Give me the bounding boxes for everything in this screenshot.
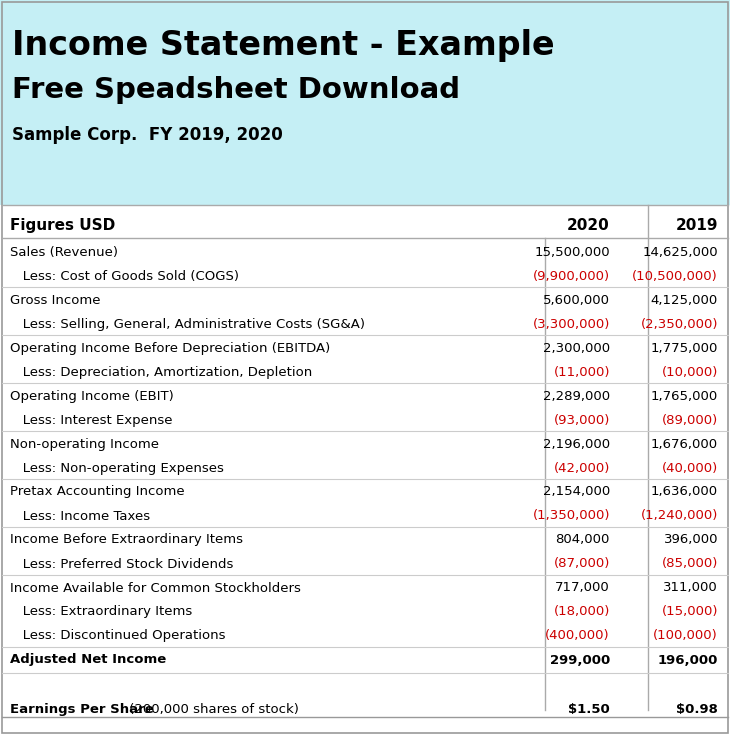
Text: 1,775,000: 1,775,000 <box>650 342 718 354</box>
Text: Less: Depreciation, Amortization, Depletion: Less: Depreciation, Amortization, Deplet… <box>10 365 312 379</box>
Text: Less: Preferred Stock Dividends: Less: Preferred Stock Dividends <box>10 558 234 570</box>
Text: Figures USD: Figures USD <box>10 218 115 232</box>
Text: 311,000: 311,000 <box>664 581 718 595</box>
Bar <box>0 0 730 205</box>
Text: Free Speadsheet Download: Free Speadsheet Download <box>12 76 460 104</box>
Text: Income Before Extraordinary Items: Income Before Extraordinary Items <box>10 534 243 547</box>
Text: (2,350,000): (2,350,000) <box>640 318 718 331</box>
Text: 196,000: 196,000 <box>658 653 718 667</box>
Text: Less: Non-operating Expenses: Less: Non-operating Expenses <box>10 462 224 475</box>
Text: 804,000: 804,000 <box>556 534 610 547</box>
Text: $1.50: $1.50 <box>568 703 610 715</box>
Text: 1,636,000: 1,636,000 <box>651 486 718 498</box>
Text: 2,154,000: 2,154,000 <box>542 486 610 498</box>
Text: (200,000 shares of stock): (200,000 shares of stock) <box>125 703 299 715</box>
Text: 2,300,000: 2,300,000 <box>543 342 610 354</box>
Text: 2019: 2019 <box>675 218 718 232</box>
Text: 717,000: 717,000 <box>556 581 610 595</box>
Text: Income Statement - Example: Income Statement - Example <box>12 29 555 62</box>
Text: (15,000): (15,000) <box>661 606 718 618</box>
Text: (10,500,000): (10,500,000) <box>632 270 718 282</box>
Text: Income Available for Common Stockholders: Income Available for Common Stockholders <box>10 581 301 595</box>
Text: Less: Discontinued Operations: Less: Discontinued Operations <box>10 629 226 642</box>
Text: Sales (Revenue): Sales (Revenue) <box>10 245 118 259</box>
Text: (89,000): (89,000) <box>662 414 718 426</box>
Text: Pretax Accounting Income: Pretax Accounting Income <box>10 486 185 498</box>
Text: 396,000: 396,000 <box>664 534 718 547</box>
Text: (400,000): (400,000) <box>545 629 610 642</box>
Text: 2,289,000: 2,289,000 <box>543 390 610 403</box>
Text: 4,125,000: 4,125,000 <box>650 293 718 306</box>
Text: (85,000): (85,000) <box>661 558 718 570</box>
Text: Less: Cost of Goods Sold (COGS): Less: Cost of Goods Sold (COGS) <box>10 270 239 282</box>
Text: (10,000): (10,000) <box>661 365 718 379</box>
Text: (40,000): (40,000) <box>662 462 718 475</box>
Text: Less: Income Taxes: Less: Income Taxes <box>10 509 150 523</box>
Text: 2020: 2020 <box>567 218 610 232</box>
Text: 14,625,000: 14,625,000 <box>642 245 718 259</box>
Text: Sample Corp.  FY 2019, 2020: Sample Corp. FY 2019, 2020 <box>12 126 283 144</box>
Text: (42,000): (42,000) <box>553 462 610 475</box>
Text: Non-operating Income: Non-operating Income <box>10 437 159 451</box>
Text: Operating Income Before Depreciation (EBITDA): Operating Income Before Depreciation (EB… <box>10 342 330 354</box>
Text: Less: Interest Expense: Less: Interest Expense <box>10 414 172 426</box>
Text: (93,000): (93,000) <box>553 414 610 426</box>
Text: (1,350,000): (1,350,000) <box>532 509 610 523</box>
Text: (1,240,000): (1,240,000) <box>641 509 718 523</box>
Text: (11,000): (11,000) <box>553 365 610 379</box>
Text: Less: Extraordinary Items: Less: Extraordinary Items <box>10 606 192 618</box>
Text: 1,676,000: 1,676,000 <box>651 437 718 451</box>
Text: Less: Selling, General, Administrative Costs (SG&A): Less: Selling, General, Administrative C… <box>10 318 365 331</box>
Text: $0.98: $0.98 <box>676 703 718 715</box>
Text: (3,300,000): (3,300,000) <box>533 318 610 331</box>
Text: Adjusted Net Income: Adjusted Net Income <box>10 653 166 667</box>
Text: (100,000): (100,000) <box>653 629 718 642</box>
Text: (18,000): (18,000) <box>553 606 610 618</box>
Text: Earnings Per Share: Earnings Per Share <box>10 703 154 715</box>
Text: 299,000: 299,000 <box>550 653 610 667</box>
Text: 2,196,000: 2,196,000 <box>543 437 610 451</box>
Text: (87,000): (87,000) <box>553 558 610 570</box>
Text: 15,500,000: 15,500,000 <box>534 245 610 259</box>
Bar <box>0 205 730 735</box>
Text: (9,900,000): (9,900,000) <box>533 270 610 282</box>
Text: 5,600,000: 5,600,000 <box>543 293 610 306</box>
Text: Gross Income: Gross Income <box>10 293 101 306</box>
Text: 1,765,000: 1,765,000 <box>650 390 718 403</box>
Text: Operating Income (EBIT): Operating Income (EBIT) <box>10 390 174 403</box>
